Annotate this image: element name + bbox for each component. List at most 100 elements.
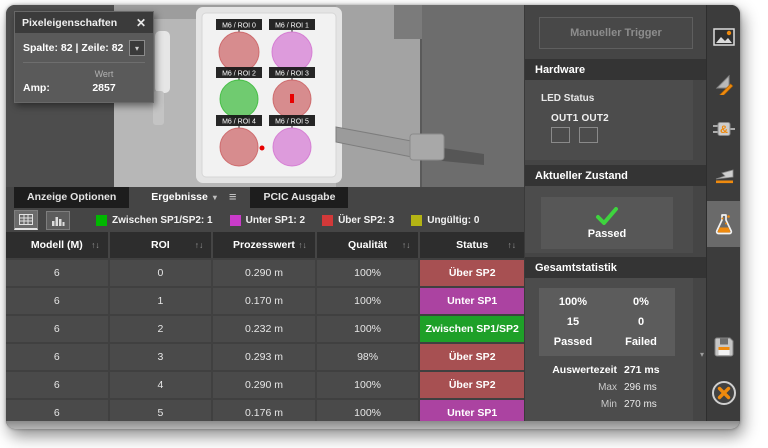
camera-image-view[interactable]: M6 / ROI 0 M6 / ROI 1 M6 / ROI 2 M6 / ROI 3…	[6, 5, 524, 187]
hardware-section-header[interactable]: Hardware	[525, 59, 707, 80]
cell-prozesswert: 0.290 m	[213, 260, 317, 286]
sort-icon[interactable]: ↑↓	[401, 240, 411, 250]
column-header-roi[interactable]: ROI ↑↓	[110, 232, 214, 258]
model-editor-button[interactable]	[707, 63, 740, 103]
pixel-properties-panel: Pixeleigenschaften ✕ Spalte: 82 | Zeile:…	[14, 11, 154, 103]
statistics-section-header[interactable]: Gesamtstatistik	[525, 257, 707, 278]
legend-item-between: Zwischen SP1/SP2: 1	[96, 214, 213, 226]
scroll-down-icon[interactable]: ▾	[699, 350, 704, 359]
min-time-label: Min	[600, 399, 617, 410]
failed-count: 0	[637, 316, 645, 328]
statistics-summary-box: 100% 0% 15 0 Passed Failed	[539, 288, 675, 356]
roi-overlay[interactable]: M6 / ROI 0	[216, 19, 262, 73]
evaluation-time-stats: Auswertezeit 271 ms Max 296 ms Min 270 m…	[531, 364, 681, 410]
column-header-label: Prozesswert	[233, 239, 295, 251]
failed-label: Failed	[625, 336, 657, 348]
close-icon[interactable]: ✕	[135, 15, 146, 30]
current-state-section-body: Passed	[525, 186, 693, 253]
table-header-row: Modell (M) ↑↓ ROI ↑↓ Prozesswert ↑↓ Qualitä…	[6, 232, 524, 258]
cell-roi: 3	[109, 344, 214, 370]
sort-icon[interactable]: ↑↓	[194, 240, 204, 250]
legend-label: Unter SP1: 2	[245, 214, 306, 226]
current-state-section-header[interactable]: Aktueller Zustand	[525, 165, 707, 186]
cell-prozesswert: 0.170 m	[213, 288, 317, 314]
roi-overlay[interactable]: M6 / ROI 1	[269, 19, 315, 73]
legend-swatch-invalid	[411, 214, 423, 226]
window-bottom-bezel	[6, 421, 740, 429]
pixel-position-value: Spalte: 82 | Zeile: 82	[23, 42, 124, 54]
roi-overlay[interactable]: M6 / ROI 5	[269, 115, 315, 167]
roi-overlay[interactable]: M6 / ROI 3	[269, 67, 315, 119]
cell-roi: 4	[109, 372, 214, 398]
roi-label: M6 / ROI 5	[275, 119, 309, 126]
histogram-view-button[interactable]	[46, 210, 70, 230]
column-header-modell[interactable]: Modell (M) ↑↓	[6, 232, 110, 258]
image-icon	[713, 28, 735, 46]
table-view-button[interactable]	[14, 210, 38, 230]
tab-label: Anzeige Optionen	[27, 191, 117, 203]
cell-status: Über SP2	[420, 372, 524, 398]
sort-icon[interactable]: ↑↓	[507, 240, 516, 250]
table-row[interactable]: 6 1 0.170 m 100% Unter SP1	[6, 286, 524, 314]
tab-ergebnisse[interactable]: Ergebnisse ▾	[139, 187, 223, 208]
eval-time-value: 271 ms	[624, 364, 660, 376]
roi-label: M6 / ROI 4	[222, 119, 256, 126]
test-mode-button[interactable]	[707, 201, 740, 247]
cell-qualitaet: 98%	[316, 344, 421, 370]
cell-prozesswert: 0.290 m	[213, 372, 317, 398]
tab-label: Ergebnisse	[151, 191, 208, 203]
max-time-value: 296 ms	[624, 382, 657, 393]
tab-menu-icon[interactable]: ≡	[228, 189, 237, 204]
table-row[interactable]: 6 3 0.293 m 98% Über SP2	[6, 342, 524, 370]
passed-count: 15	[566, 316, 580, 328]
cell-prozesswert: 0.232 m	[213, 316, 317, 342]
image-settings-button[interactable]	[707, 17, 740, 57]
out1-led-indicator	[551, 127, 570, 143]
cell-model: 6	[6, 316, 110, 342]
column-header-status[interactable]: Status ↑↓	[420, 232, 524, 258]
roi-overlay[interactable]: M6 / ROI 4	[216, 115, 265, 167]
cell-status: Über SP2	[420, 344, 524, 370]
status-legend: Zwischen SP1/SP2: 1 Unter SP1: 2 Über SP…	[96, 214, 479, 226]
manual-trigger-button[interactable]: Manueller Trigger	[539, 17, 693, 49]
column-header-label: Qualität	[348, 239, 388, 251]
output-config-button[interactable]	[707, 155, 740, 195]
chevron-down-icon[interactable]: ▾	[129, 40, 145, 56]
roi-label: M6 / ROI 1	[275, 23, 309, 30]
failed-percentage: 0%	[633, 296, 649, 308]
column-header-prozesswert[interactable]: Prozesswert ↑↓	[213, 232, 317, 258]
table-row[interactable]: 6 0 0.290 m 100% Über SP2	[6, 258, 524, 286]
tab-anzeige-optionen[interactable]: Anzeige Optionen	[14, 187, 130, 208]
cell-roi: 0	[109, 260, 214, 286]
legend-swatch-between	[96, 214, 107, 226]
legend-swatch-under	[229, 214, 241, 226]
close-application-button[interactable]	[707, 373, 740, 413]
legend-swatch-over	[322, 214, 334, 226]
cell-model: 6	[6, 260, 110, 286]
roi-label: M6 / ROI 3	[275, 71, 309, 78]
sort-icon[interactable]: ↑↓	[91, 240, 100, 250]
logic-editor-button[interactable]: &	[707, 109, 740, 149]
chevron-down-icon: ▾	[212, 193, 217, 202]
cell-prozesswert: 0.293 m	[213, 344, 317, 370]
sort-icon[interactable]: ↑↓	[298, 240, 307, 250]
table-row[interactable]: 6 2 0.232 m 100% Zwischen SP1/SP2	[6, 314, 524, 342]
save-button[interactable]	[707, 327, 740, 367]
table-row[interactable]: 6 4 0.290 m 100% Über SP2	[6, 370, 524, 398]
tab-pcic-ausgabe[interactable]: PCIC Ausgabe	[250, 187, 349, 208]
histogram-icon	[52, 216, 65, 226]
column-header-qualitaet[interactable]: Qualität ↑↓	[317, 232, 421, 258]
close-circle-icon	[712, 381, 736, 405]
roi-overlay[interactable]: M6 / ROI 2	[216, 67, 262, 119]
roi-label: M6 / ROI 0	[222, 23, 256, 30]
cell-status: Unter SP1	[420, 288, 524, 314]
pass-fail-indicator: Passed	[541, 197, 673, 249]
main-area: M6 / ROI 0 M6 / ROI 1 M6 / ROI 2 M6 / ROI 3…	[6, 5, 524, 429]
pixel-properties-header[interactable]: Pixeleigenschaften ✕	[15, 12, 153, 33]
results-table: Modell (M) ↑↓ ROI ↑↓ Prozesswert ↑↓ Qualitä…	[6, 232, 524, 426]
column-header-label: Modell (M)	[30, 239, 83, 251]
out-labels: OUT1 OUT2	[551, 113, 609, 124]
table-icon	[19, 214, 33, 225]
status-sidebar: Manueller Trigger Hardware LED Status OU…	[524, 5, 707, 429]
legend-item-under: Unter SP1: 2	[229, 214, 306, 226]
